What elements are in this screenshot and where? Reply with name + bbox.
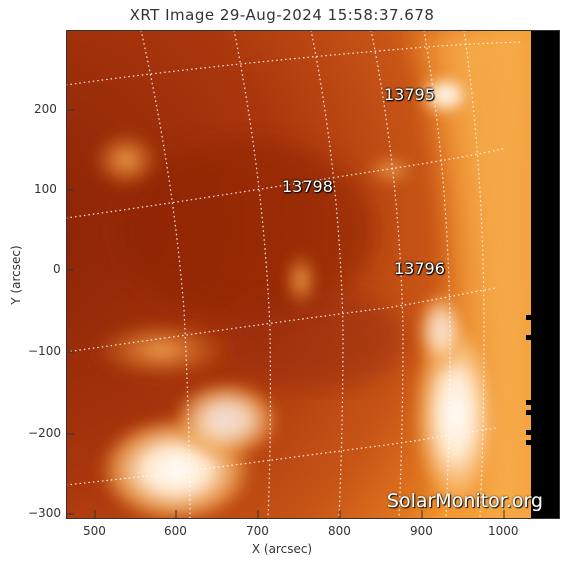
xrt-image-frame: 13795 13798 13796 SolarMonitor.org bbox=[66, 30, 559, 518]
y-tick-label: −100 bbox=[28, 344, 61, 358]
plot-title: XRT Image 29-Aug-2024 15:58:37.678 bbox=[129, 6, 435, 24]
y-tick-label: 200 bbox=[34, 102, 57, 116]
heliographic-grid bbox=[66, 30, 522, 518]
y-tick-label: 100 bbox=[34, 182, 57, 196]
off-disk-area bbox=[531, 30, 559, 518]
y-axis-label: Y (arcsec) bbox=[9, 245, 23, 305]
region-label-13795: 13795 bbox=[384, 85, 435, 104]
x-axis-label: X (arcsec) bbox=[251, 542, 313, 556]
y-tick-label: −200 bbox=[28, 426, 61, 440]
x-tick-label: 1000 bbox=[488, 524, 519, 538]
y-tick-label: 0 bbox=[53, 262, 61, 276]
x-tick-label: 700 bbox=[246, 524, 269, 538]
xrt-image bbox=[66, 30, 559, 518]
region-label-13796: 13796 bbox=[394, 259, 445, 278]
x-tick-label: 500 bbox=[83, 524, 106, 538]
x-tick-label: 800 bbox=[328, 524, 351, 538]
x-tick-label: 900 bbox=[410, 524, 433, 538]
y-tick-label: −300 bbox=[28, 506, 61, 520]
x-tick-label: 600 bbox=[164, 524, 187, 538]
region-label-13798: 13798 bbox=[282, 177, 333, 196]
watermark: SolarMonitor.org bbox=[386, 490, 543, 512]
